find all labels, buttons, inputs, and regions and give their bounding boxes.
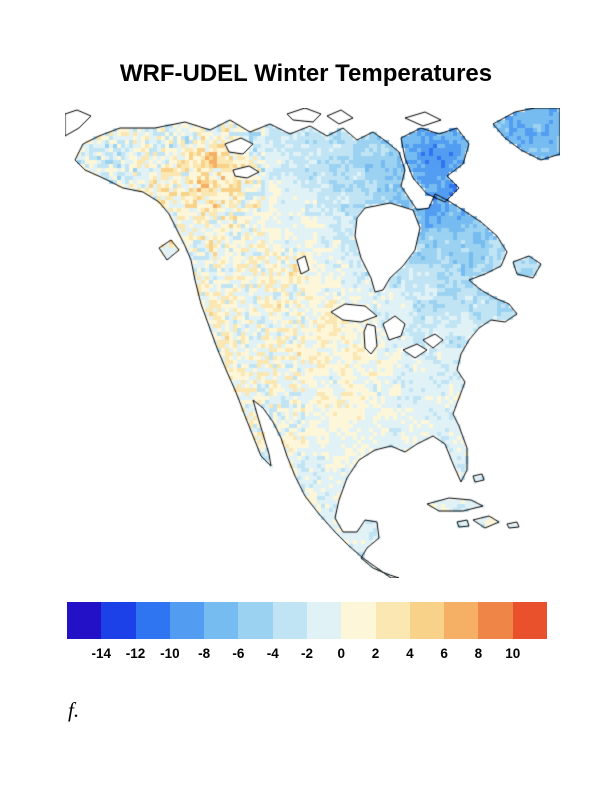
- chart-title: WRF-UDEL Winter Temperatures: [119, 60, 493, 87]
- temperature-map: [65, 108, 560, 578]
- colorbar-tick-label: 2: [371, 646, 380, 661]
- colorbar-segment: [101, 602, 136, 639]
- colorbar-tick-labels: -14 -12 -10 -8 -6 -4 -2 0 2 4 6 8 10: [67, 646, 547, 664]
- colorbar-tick-label: 10: [505, 646, 521, 661]
- colorbar-segment: [67, 602, 102, 639]
- colorbar-tick-label: -6: [232, 646, 245, 661]
- colorbar-segment: [169, 602, 205, 639]
- panel-label: f.: [68, 698, 80, 722]
- colorbar-tick-label: 4: [406, 646, 414, 661]
- colorbar-segment: [135, 602, 170, 639]
- colorbar-segment: [444, 602, 479, 639]
- map-panel: [65, 108, 560, 578]
- colorbar-tick-label: 0: [337, 646, 346, 661]
- colorbar-segment: [375, 602, 410, 639]
- colorbar-segment: [238, 602, 273, 639]
- colorbar: [67, 602, 547, 639]
- colorbar-tick-label: -4: [266, 646, 279, 661]
- colorbar-tick-label: -14: [91, 646, 112, 661]
- colorbar-tick-label: -12: [125, 646, 146, 661]
- colorbar-segment: [272, 602, 307, 639]
- colorbar-tick-label: -2: [300, 646, 314, 661]
- colorbar-tick-label: 8: [474, 646, 483, 661]
- colorbar-segment: [341, 602, 376, 639]
- colorbar-tick-label: -8: [198, 646, 211, 661]
- colorbar-segment: [478, 602, 513, 639]
- colorbar-tick-label: 6: [440, 646, 448, 661]
- colorbar-segment: [409, 602, 445, 639]
- colorbar-segment: [306, 602, 342, 639]
- colorbar-tick-label: -10: [160, 646, 180, 661]
- colorbar-segment: [204, 602, 239, 639]
- colorbar-segment: [512, 602, 547, 639]
